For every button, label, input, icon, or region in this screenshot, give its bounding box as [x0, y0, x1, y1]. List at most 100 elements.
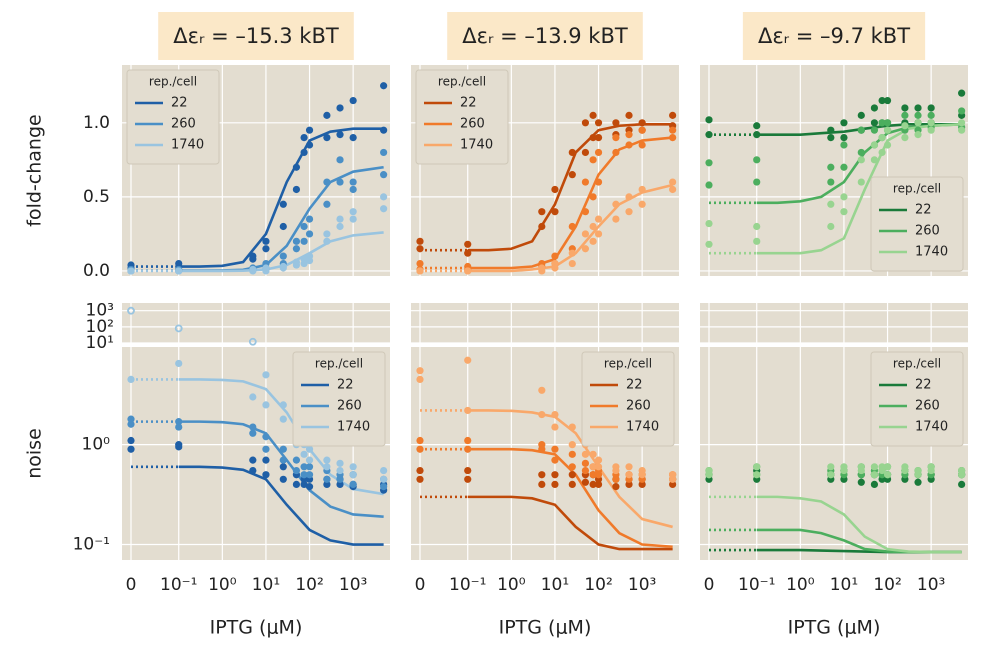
data-point — [380, 466, 388, 475]
data-point — [323, 200, 331, 208]
data-point — [305, 126, 314, 134]
legend: rep./cell 22 260 1740 — [292, 351, 386, 447]
y-tick-label: 1.0 — [83, 113, 110, 133]
data-point — [323, 456, 331, 464]
fit-line — [178, 465, 384, 546]
data-point — [581, 466, 590, 475]
data-point — [127, 445, 135, 453]
data-point — [568, 423, 576, 431]
plot — [416, 111, 677, 275]
data-point — [336, 222, 344, 231]
data-point — [262, 267, 270, 275]
data-point — [349, 471, 357, 479]
break-area — [122, 303, 390, 343]
data-point — [336, 178, 344, 186]
data-point — [857, 466, 865, 475]
data-point — [594, 148, 603, 157]
data-point — [292, 480, 301, 488]
data-point — [625, 480, 633, 488]
break-area — [700, 303, 968, 343]
title-box — [158, 12, 354, 60]
data-point — [827, 178, 835, 186]
legend-title: rep./cell — [149, 75, 197, 89]
data-point — [705, 159, 713, 167]
data-point — [594, 134, 603, 142]
data-point — [538, 208, 546, 216]
data-point — [568, 249, 576, 257]
data-point — [262, 433, 270, 441]
data-point — [625, 463, 633, 471]
data-point — [870, 463, 879, 471]
legend-label: 260 — [460, 117, 485, 132]
data-point — [581, 178, 590, 186]
legend-box — [581, 351, 675, 447]
data-point — [857, 156, 865, 164]
data-point — [927, 126, 935, 134]
fit-line — [467, 447, 673, 549]
data-point — [878, 466, 886, 475]
data-point — [568, 471, 576, 479]
legend-box — [870, 176, 964, 272]
data-point — [840, 193, 848, 201]
data-point — [279, 463, 287, 471]
data-point — [705, 116, 713, 124]
plot — [705, 463, 966, 554]
data-point — [638, 480, 646, 488]
data-point — [638, 471, 646, 479]
data-point — [300, 134, 308, 142]
data-point — [349, 178, 357, 186]
data-point — [262, 471, 270, 479]
legend-title: rep./cell — [315, 357, 363, 371]
data-point — [581, 208, 590, 216]
data-point — [279, 252, 287, 260]
data-point — [349, 480, 357, 488]
data-point — [175, 423, 183, 431]
x-tick-label: 10⁰ — [208, 575, 237, 595]
data-point — [753, 471, 761, 479]
data-point — [175, 359, 183, 368]
legend: rep./cell 22 260 1740 — [126, 69, 220, 165]
y-tick-label: 10⁰ — [82, 435, 111, 455]
data-point — [380, 193, 388, 201]
data-point — [669, 126, 677, 134]
data-point — [292, 185, 301, 194]
data-point — [249, 393, 257, 401]
data-point — [464, 406, 472, 415]
data-point — [349, 134, 357, 142]
data-point — [581, 230, 590, 238]
x-tick-label: 0 — [704, 575, 715, 595]
data-point — [292, 237, 301, 245]
data-point — [840, 119, 848, 127]
data-point — [551, 480, 559, 488]
data-point — [336, 131, 344, 139]
legend-box — [415, 69, 509, 165]
legend-box — [292, 351, 386, 447]
data-point — [753, 131, 761, 139]
data-point — [638, 126, 646, 134]
data-point — [551, 264, 559, 272]
y-tick-label: 10³ — [86, 301, 114, 321]
data-point — [464, 356, 472, 364]
data-point — [323, 111, 331, 119]
data-point — [589, 463, 597, 471]
data-point — [857, 111, 865, 119]
data-point — [551, 423, 559, 431]
data-point — [279, 222, 287, 231]
legend-label: 22 — [337, 378, 354, 393]
legend-box — [870, 351, 964, 447]
fit-line — [467, 495, 673, 551]
data-point — [625, 471, 633, 479]
data-point — [538, 222, 546, 231]
data-point — [292, 466, 301, 475]
legend-label: 1740 — [626, 420, 659, 435]
data-point — [870, 104, 879, 112]
data-point — [589, 450, 597, 458]
data-point — [323, 230, 331, 238]
data-point — [638, 141, 646, 149]
panel: 0.0 0.5 1.0 Δεᵣ = –15.3 kBT fold-change rep./… — [24, 12, 390, 281]
data-point — [416, 466, 424, 475]
data-point — [878, 119, 886, 127]
data-point — [323, 134, 331, 142]
data-point — [581, 450, 590, 458]
legend: rep./cell 22 260 1740 — [870, 176, 964, 272]
